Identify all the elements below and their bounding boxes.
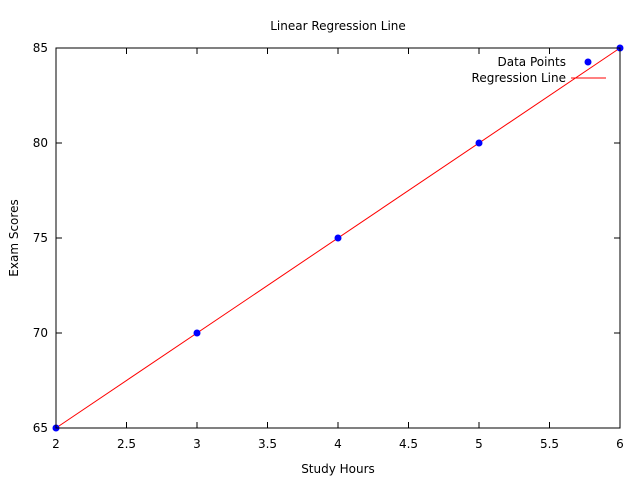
chart-title: Linear Regression Line xyxy=(270,19,406,33)
legend: Data Points Regression Line xyxy=(472,55,606,85)
y-tick-label: 75 xyxy=(33,231,48,245)
legend-marker-data-points xyxy=(584,58,592,66)
x-tick-label: 3 xyxy=(193,437,201,451)
data-point xyxy=(475,139,483,147)
legend-label: Data Points xyxy=(497,55,566,69)
x-tick-label: 3.5 xyxy=(258,437,277,451)
y-tick-label: 70 xyxy=(33,326,48,340)
x-tick-label: 6 xyxy=(616,437,624,451)
x-axis-label: Study Hours xyxy=(301,462,375,476)
x-tick-label: 4 xyxy=(334,437,342,451)
legend-label: Regression Line xyxy=(472,71,566,85)
data-point xyxy=(193,329,201,337)
y-tick-label: 80 xyxy=(33,136,48,150)
x-tick-label: 4.5 xyxy=(399,437,418,451)
data-point xyxy=(334,234,342,242)
plot-frame xyxy=(55,47,621,429)
tick-layer: 2 2.5 3 3.5 4 4.5 5 5.5 6 65 70 75 80 85 xyxy=(33,41,624,451)
x-tick-label: 5.5 xyxy=(540,437,559,451)
x-tick-label: 2 xyxy=(52,437,60,451)
y-tick-label: 65 xyxy=(33,421,48,435)
x-tick-label: 5 xyxy=(475,437,483,451)
y-tick-label: 85 xyxy=(33,41,48,55)
y-axis-label: Exam Scores xyxy=(7,199,21,276)
x-tick-label: 2.5 xyxy=(117,437,136,451)
